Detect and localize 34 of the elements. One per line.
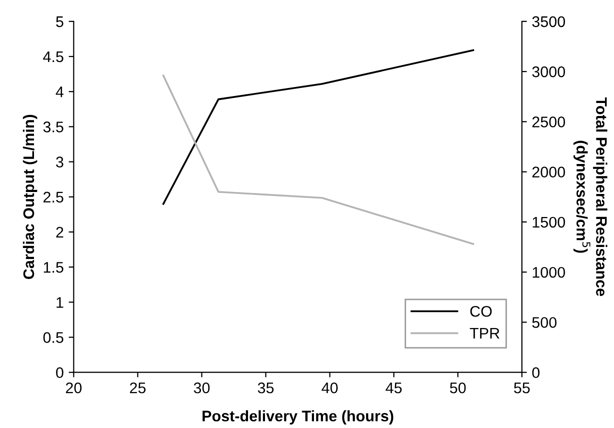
y2-tick-label: 1000 — [532, 266, 566, 278]
y2-tick-label: 500 — [532, 317, 557, 328]
x-tick-label: 30 — [194, 382, 210, 394]
y-tick-label: 1 — [56, 297, 64, 308]
y-axis-title: Cardiac Output (L/min) — [22, 114, 38, 279]
legend-label: CO — [470, 306, 492, 317]
y2-tick-label: 1500 — [532, 216, 566, 228]
x-tick-label: 55 — [514, 382, 530, 394]
y-tick-label: 1.5 — [44, 262, 64, 273]
y-tick-label: 5 — [56, 16, 64, 28]
x-tick-label: 20 — [66, 382, 82, 394]
y-tick-label: 4.5 — [43, 52, 64, 62]
y2-tick-label: 3500 — [532, 16, 566, 28]
line-series — [162, 74, 474, 245]
y2-tick-label: 2000 — [532, 166, 566, 178]
y2-tick-label: 2500 — [532, 116, 566, 128]
x-tick-label: 40 — [322, 382, 338, 394]
y-tick-label: 0 — [56, 367, 64, 378]
legend-label: TPR — [470, 328, 500, 339]
y2-axis-title: Total Peripheral Resistance (dynexsec/cm$^{5}$) — [573, 97, 608, 296]
x-tick-label: 50 — [450, 382, 466, 394]
y-tick-label: 4 — [56, 86, 64, 98]
y-tick-label: 0.5 — [43, 332, 64, 343]
x-tick-label: 25 — [130, 382, 146, 394]
line-series — [162, 49, 474, 205]
y-tick-label: 3 — [56, 156, 64, 168]
y-tick-label: 3.5 — [43, 122, 64, 132]
x-tick-label: 45 — [386, 382, 402, 394]
x-tick-label: 35 — [258, 382, 274, 394]
y-tick-label: 2.5 — [43, 192, 64, 203]
y2-tick-label: 0 — [532, 367, 540, 378]
x-axis-title: Post-delivery Time (hours) — [202, 410, 394, 424]
y2-tick-label: 3000 — [532, 66, 566, 78]
y-tick-label: 2 — [56, 226, 64, 238]
